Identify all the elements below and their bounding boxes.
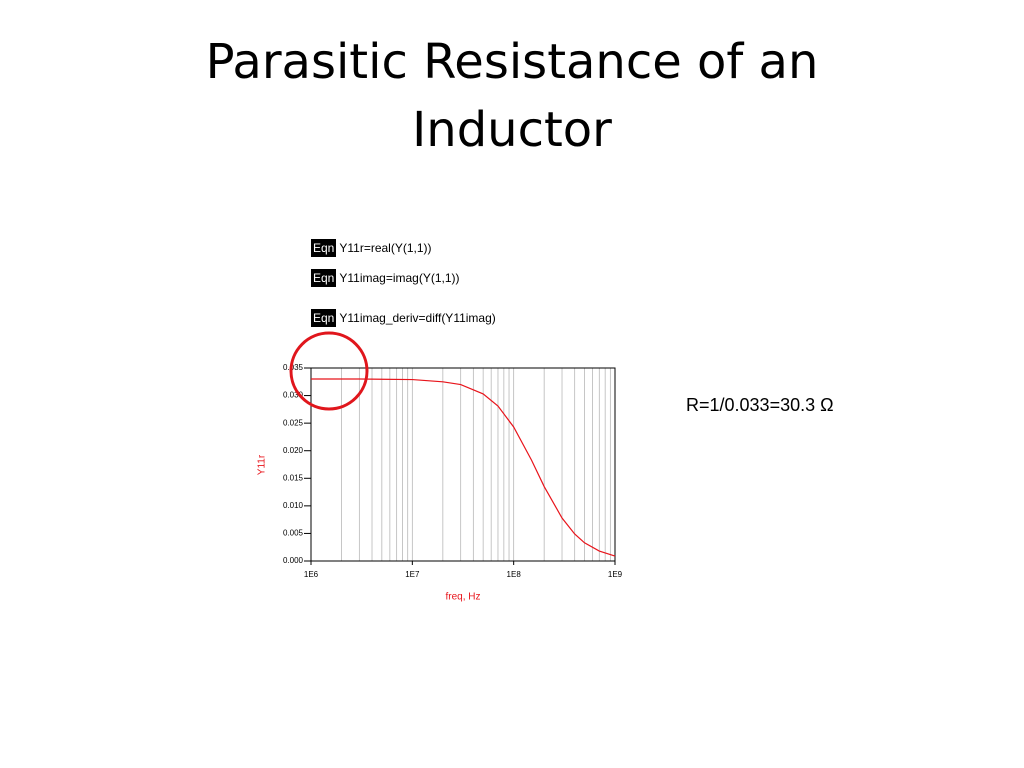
y-tick-label: 0.025 [283,418,304,427]
y-tick-label: 0.000 [283,556,304,565]
equation: Eqn Y11r=real(Y(1,1)) [311,239,432,257]
plot-frame [310,367,616,562]
equation: Eqn Y11imag_deriv=diff(Y11imag) [311,309,496,327]
eqn-tag: Eqn [311,309,337,327]
annotation: R=1/0.033=30.3 Ω [686,395,834,415]
x-tick-label: 1E6 [304,570,319,579]
eqn-tag: Eqn [311,269,337,287]
eqn-text: Y11r=real(Y(1,1)) [339,241,432,255]
highlight-circle [289,331,369,411]
eqn-tag: Eqn [311,239,337,257]
x-tick-label: 1E7 [405,570,420,579]
eqn-text: Y11imag_deriv=diff(Y11imag) [339,311,496,325]
eqn-text: Y11imag=imag(Y(1,1)) [339,271,460,285]
y-tick-label: 0.035 [283,363,304,372]
y-tick-label: 0.020 [283,446,304,455]
x-tick-label: 1E9 [608,570,623,579]
data-line [311,378,616,557]
y-tick-label: 0.005 [283,529,304,538]
y-axis-label: Y11r [257,454,268,475]
y-tick-label: 0.030 [283,391,304,400]
y-tick-label: 0.010 [283,501,304,510]
x-axis-label: freq, Hz [445,592,480,603]
x-tick-label: 1E8 [507,570,522,579]
y-tick-label: 0.015 [283,473,304,482]
equation: Eqn Y11imag=imag(Y(1,1)) [311,269,460,287]
slide-title: Parasitic Resistance of an Inductor [205,34,819,158]
